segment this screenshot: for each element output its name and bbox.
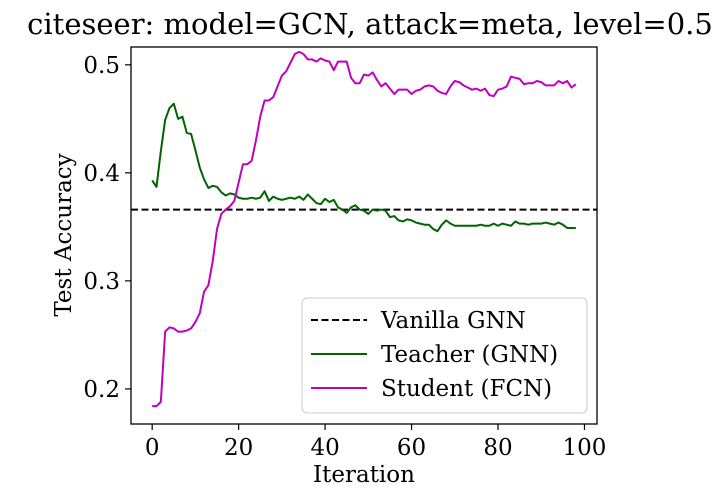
series-line-teacher-gnn	[151, 102, 576, 233]
x-tick-label: 100	[563, 435, 607, 461]
y-axis-label: Test Accuracy	[51, 153, 77, 316]
x-tick-label: 60	[397, 435, 426, 461]
x-tick-label: 0	[145, 435, 160, 461]
x-axis-label: Iteration	[313, 462, 415, 488]
x-tick-label: 80	[483, 435, 512, 461]
plot-frame	[130, 46, 598, 425]
plot-area	[131, 50, 597, 408]
legend: Vanilla GNN Teacher (GNN) Student (FCN)	[301, 297, 588, 414]
legend-label-vanilla-gnn: Vanilla GNN	[380, 308, 526, 334]
chart-title: citeseer: model=GCN, attack=meta, level=…	[27, 7, 713, 41]
legend-box	[301, 297, 588, 414]
series-line-student-fcn	[152, 50, 577, 408]
y-tick-label: 0.5	[83, 53, 120, 79]
legend-label-student: Student (FCN)	[381, 376, 552, 402]
legend-label-teacher: Teacher (GNN)	[381, 342, 558, 368]
y-tick-label: 0.4	[83, 161, 120, 187]
x-tick-label: 20	[224, 435, 253, 461]
axis-ticks: 0 20 40 60 80 100 0.2 0.3 0.4 0.5	[83, 53, 606, 461]
y-tick-label: 0.2	[83, 377, 120, 403]
x-tick-label: 40	[310, 435, 339, 461]
y-tick-label: 0.3	[83, 269, 120, 295]
